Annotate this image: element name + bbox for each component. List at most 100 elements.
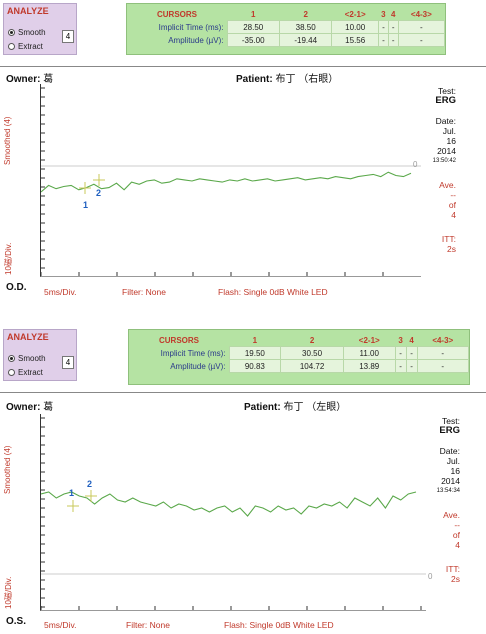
y-axis-label-bottom: 10磁/Div. <box>4 576 13 609</box>
analyze-box: ANALYZE Smooth Extract 4 <box>3 3 77 55</box>
date-time: 13:54:34 <box>436 488 460 494</box>
col-4-3: <4-3> <box>410 9 432 19</box>
date-month: Jul. <box>442 126 456 136</box>
col-2: 2 <box>309 335 315 345</box>
separator <box>0 392 486 393</box>
col-2-1: <2-1> <box>358 335 380 345</box>
date-month: Jul. <box>446 456 460 466</box>
test-value: ERG <box>435 95 456 106</box>
amplitude-cell: - <box>377 33 389 47</box>
patient: Patient: 布丁 （右眼） <box>236 74 339 85</box>
filter-label: Filter: None <box>126 620 170 630</box>
erg-trace-plot <box>40 84 421 277</box>
y-axis-label-bottom: 10磁/Div. <box>4 242 13 275</box>
cursor-1-label: 1 <box>83 200 89 210</box>
date-day: 16 <box>450 466 460 476</box>
implicit-cell: - <box>394 346 407 360</box>
amplitude-cell: 15.56 <box>331 33 379 47</box>
smooth-count-field[interactable]: 4 <box>62 356 74 369</box>
y-axis-label-top: Smoothed (4) <box>3 116 12 165</box>
implicit-cell: - <box>377 20 389 34</box>
cursor-1-label: 1 <box>69 488 75 498</box>
radio-on-icon <box>8 29 15 36</box>
col-2: 2 <box>303 9 308 19</box>
ave-label: Ave. <box>443 510 460 520</box>
owner: Owner: 葛 <box>6 74 54 85</box>
amplitude-cell: - <box>397 33 446 47</box>
implicit-cell: - <box>387 20 399 34</box>
implicit-cell: 19.50 <box>228 346 282 360</box>
ave-dash: -- <box>454 520 460 530</box>
extract-radio[interactable]: Extract <box>8 42 43 51</box>
implicit-cell: 11.00 <box>342 346 396 360</box>
radio-off-icon <box>8 369 15 376</box>
amplitude-cell: - <box>416 359 470 373</box>
owner: Owner: 葛 <box>6 402 54 413</box>
extract-radio[interactable]: Extract <box>8 368 43 377</box>
col-3: 3 <box>381 9 386 19</box>
amplitude-cell: - <box>387 33 399 47</box>
erg-panel-od: ANALYZE Smooth Extract 4 CURSORS 1 2 <2-… <box>0 0 486 300</box>
cursors-table: CURSORS 1 2 <2-1> 3 4 <4-3> Implicit Tim… <box>126 3 446 55</box>
col-4: 4 <box>409 335 414 345</box>
implicit-cell: 10.00 <box>331 20 379 34</box>
amplitude-label: Amplitude (µV): <box>170 361 226 371</box>
analyze-box: ANALYZE Smooth Extract 4 <box>3 329 77 381</box>
test-label: Test: <box>442 416 460 426</box>
amplitude-cell: 13.89 <box>342 359 396 373</box>
cursor-2-label: 2 <box>87 479 93 489</box>
cursors-title: CURSORS <box>158 335 199 345</box>
ave-count: 4 <box>455 540 460 550</box>
col-4: 4 <box>391 9 396 19</box>
radio-on-icon <box>8 355 15 362</box>
cursors-table: CURSORS 1 2 <2-1> 3 4 <4-3> Implicit Tim… <box>128 329 470 385</box>
info-column: Test: ERG Date: Jul. 16 2014 13:54:34 Av… <box>416 416 460 584</box>
zero-label: 0 <box>413 160 418 169</box>
ave-of: of <box>452 530 460 540</box>
date-label: Date: <box>439 446 460 456</box>
implicit-cell: 28.50 <box>226 20 280 34</box>
erg-trace-plot <box>40 414 426 611</box>
test-value: ERG <box>439 425 460 436</box>
ave-label: Ave. <box>439 180 456 190</box>
flash-label: Flash: Single 0dB White LED <box>224 620 334 630</box>
smooth-count-field[interactable]: 4 <box>62 30 74 43</box>
amplitude-cell: 104.72 <box>280 359 344 373</box>
cursor-1-cross <box>67 500 79 512</box>
implicit-cell: 30.50 <box>280 346 344 360</box>
smooth-radio[interactable]: Smooth <box>8 28 46 37</box>
separator <box>0 66 486 67</box>
col-1: 1 <box>251 9 256 19</box>
y-axis-label-top: Smoothed (4) <box>3 445 12 494</box>
ave-dash: -- <box>450 190 456 200</box>
amplitude-cell: -19.44 <box>278 33 333 47</box>
date-day: 16 <box>446 136 456 146</box>
cursors-title: CURSORS <box>156 9 197 19</box>
implicit-time-label: Implicit Time (ms): <box>158 22 224 32</box>
date-year: 2014 <box>441 476 460 486</box>
cursor-2-cross <box>85 490 97 502</box>
amplitude-cell: -35.00 <box>226 33 280 47</box>
col-2-1: <2-1> <box>344 9 366 19</box>
implicit-time-label: Implicit Time (ms): <box>160 348 226 358</box>
erg-trace-line <box>41 171 412 193</box>
col-3: 3 <box>398 335 403 345</box>
itt-value: 2s <box>447 244 456 254</box>
radio-off-icon <box>8 43 15 50</box>
info-column: Test: ERG Date: Jul. 16 2014 13:50:42 Av… <box>412 86 456 254</box>
amplitude-cell: - <box>405 359 418 373</box>
amplitude-label: Amplitude (µV): <box>168 35 224 45</box>
implicit-cell: 38.50 <box>278 20 333 34</box>
zero-label: 0 <box>428 572 433 581</box>
implicit-cell: - <box>416 346 470 360</box>
filter-label: Filter: None <box>122 287 166 297</box>
analyze-title: ANALYZE <box>7 332 49 342</box>
itt-value: 2s <box>451 574 460 584</box>
date-label: Date: <box>435 116 456 126</box>
smooth-radio[interactable]: Smooth <box>8 354 46 363</box>
itt-label: ITT: <box>441 234 456 244</box>
ave-of: of <box>448 200 456 210</box>
cursor-2-cross <box>93 174 105 186</box>
erg-trace-line <box>41 491 417 517</box>
analyze-title: ANALYZE <box>7 6 49 16</box>
